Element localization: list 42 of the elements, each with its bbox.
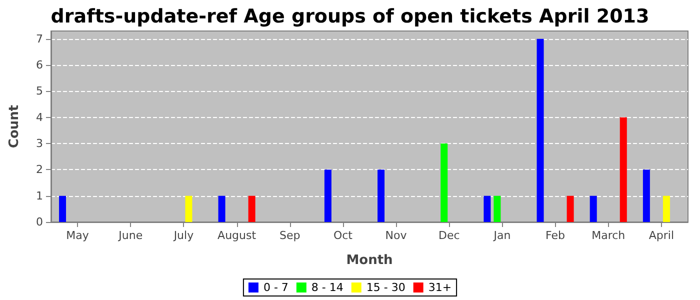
x-tick-label: July xyxy=(172,229,194,242)
y-tick-label: 1 xyxy=(36,189,43,202)
x-tick-label: June xyxy=(118,229,143,242)
bar xyxy=(324,170,332,222)
y-tick-label: 2 xyxy=(36,163,43,176)
bar xyxy=(494,196,501,222)
bar xyxy=(642,170,650,222)
bar xyxy=(620,117,627,222)
x-tick-label: May xyxy=(66,229,90,242)
bar xyxy=(185,196,192,222)
legend-label: 31+ xyxy=(428,281,452,294)
x-tick-label: August xyxy=(218,229,257,242)
x-tick-label: Nov xyxy=(385,229,408,242)
legend-label: 15 - 30 xyxy=(366,281,406,294)
y-tick-label: 0 xyxy=(36,216,43,228)
y-tick-label: 6 xyxy=(36,58,43,72)
bar xyxy=(536,38,544,222)
bar xyxy=(59,196,66,222)
x-tick-label: Oct xyxy=(333,229,354,242)
legend-label: 8 - 14 xyxy=(311,281,344,294)
x-tick-label: April xyxy=(648,229,674,242)
legend-label: 0 - 7 xyxy=(263,281,288,294)
y-tick-label: 3 xyxy=(36,137,43,150)
y-tick-label: 7 xyxy=(36,32,43,46)
x-tick-label: March xyxy=(592,229,626,242)
bar xyxy=(248,196,256,222)
bar xyxy=(440,144,448,222)
x-tick-label: Sep xyxy=(280,229,300,242)
y-axis-title: Count xyxy=(7,104,22,148)
bar xyxy=(218,196,226,222)
y-tick-label: 5 xyxy=(36,84,43,98)
x-tick-label: Dec xyxy=(438,229,460,242)
x-tick-label: Feb xyxy=(546,229,566,242)
bar xyxy=(378,170,385,222)
bar xyxy=(566,196,574,222)
bar xyxy=(484,196,491,222)
x-tick-label: Jan xyxy=(492,229,511,242)
chart-title: drafts-update-ref Age groups of open tickets April 2013 xyxy=(50,6,650,28)
x-axis-title: Month xyxy=(346,253,393,268)
bar xyxy=(662,196,670,222)
bar xyxy=(590,196,597,222)
y-tick-label: 4 xyxy=(36,110,43,124)
